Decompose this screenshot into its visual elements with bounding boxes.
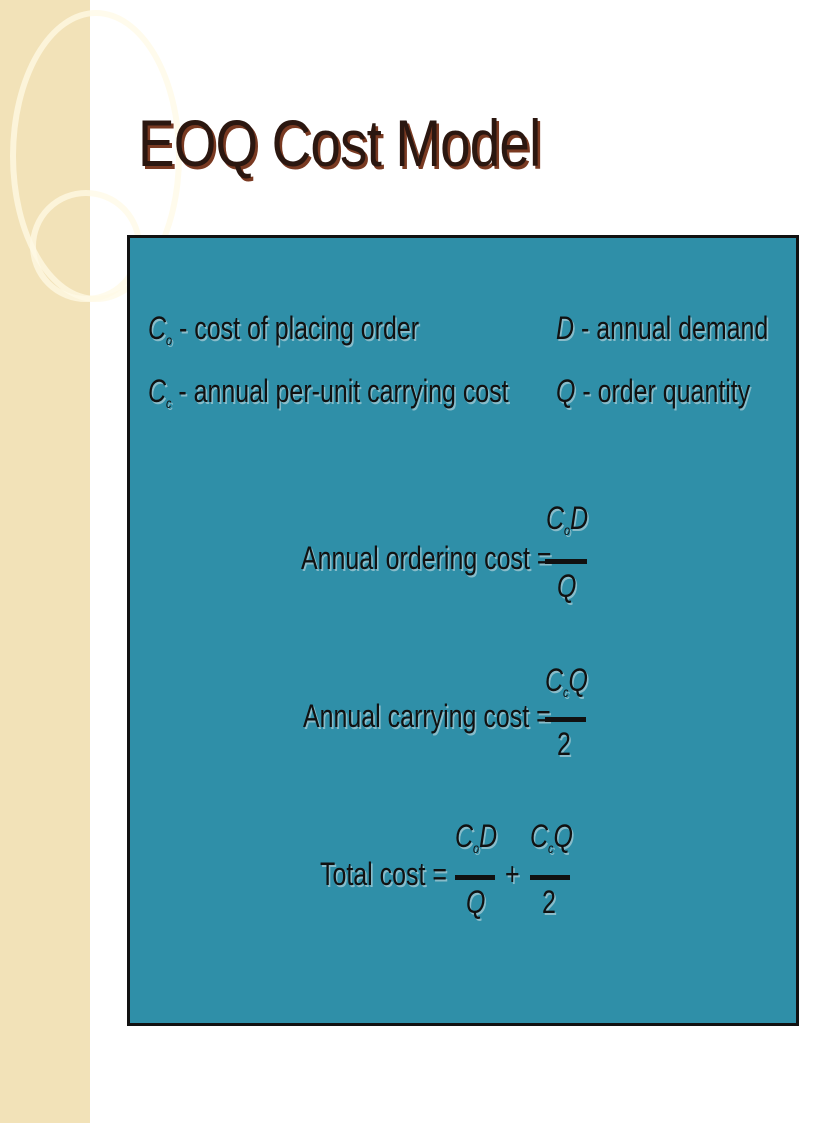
total-term2-numerator: CcQ xyxy=(530,818,573,856)
decorative-ring xyxy=(30,190,142,302)
fraction-bar xyxy=(455,875,495,880)
slide-title: EOQ Cost Model xyxy=(138,106,541,180)
fraction-bar xyxy=(545,559,587,564)
definition-cc: Cc - annual per-unit carrying cost xyxy=(148,373,509,411)
carrying-denominator: 2 xyxy=(557,726,571,762)
formula-panel xyxy=(127,235,799,1026)
total-term2-denominator: 2 xyxy=(542,884,556,920)
decorative-sidebar xyxy=(0,0,182,1123)
ordering-cost-label: Annual ordering cost = xyxy=(301,540,552,576)
carrying-numerator: CcQ xyxy=(545,662,588,700)
definition-d: D - annual demand xyxy=(556,310,769,346)
plus-sign: + xyxy=(505,856,520,892)
fraction-bar xyxy=(545,717,586,722)
definition-q: Q - order quantity xyxy=(556,373,751,409)
definition-co: Co - cost of placing order xyxy=(148,310,420,348)
total-term1-denominator: Q xyxy=(466,884,486,920)
carrying-cost-label: Annual carrying cost = xyxy=(303,698,551,734)
ordering-denominator: Q xyxy=(557,568,577,604)
total-cost-label: Total cost = xyxy=(320,856,447,892)
ordering-numerator: CoD xyxy=(546,500,589,538)
fraction-bar xyxy=(530,875,570,880)
total-term1-numerator: CoD xyxy=(455,818,498,856)
